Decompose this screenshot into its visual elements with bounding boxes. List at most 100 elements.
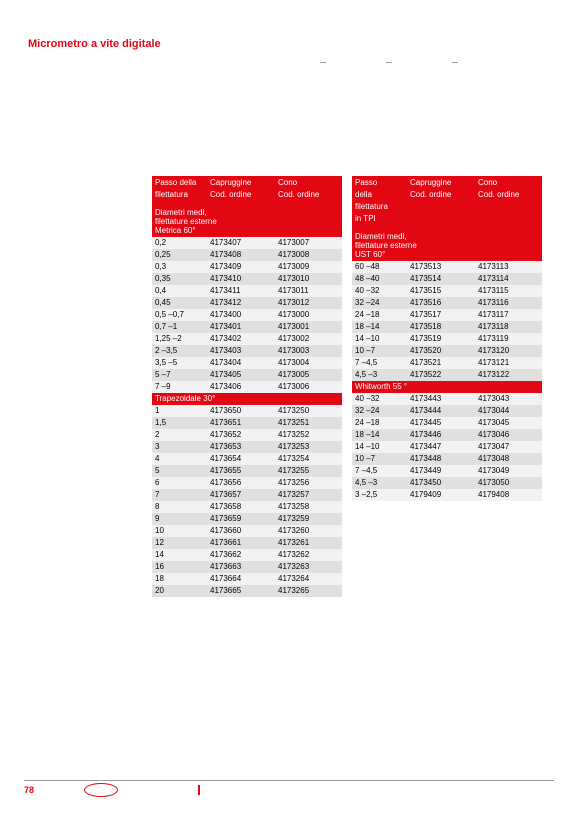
table-row: 4,5 –341734504173050	[352, 477, 542, 489]
table-row: 18 –1441734464173046	[352, 429, 542, 441]
table-cell: 1,5	[152, 417, 207, 429]
table-cell: 9	[152, 513, 207, 525]
table-row: 541736554173255	[152, 465, 342, 477]
table-cell: 4173008	[275, 249, 342, 261]
table-row: 3,5 –541734044173004	[152, 357, 342, 369]
table-cell: 5	[152, 465, 207, 477]
table-cell: 4173660	[207, 525, 275, 537]
table-cell: 4173659	[207, 513, 275, 525]
table-cell: 4173450	[407, 477, 475, 489]
table-row: 441736544173254	[152, 453, 342, 465]
table-row: 7 –4,541734494173049	[352, 465, 542, 477]
hdr-cono-r: Cono	[475, 176, 542, 188]
table-cell: 18 –14	[352, 429, 407, 441]
table-cell: 1,25 –2	[152, 333, 207, 345]
table-cell: 4,5 –3	[352, 369, 407, 381]
table-row: 0,4541734124173012	[152, 297, 342, 309]
left-table: Passo della Capruggine Cono filettatura …	[152, 176, 342, 597]
table-row: 941736594173259	[152, 513, 342, 525]
table-cell: 4173121	[475, 357, 542, 369]
table-cell: 6	[152, 477, 207, 489]
table-row: 1,25 –241734024173002	[152, 333, 342, 345]
table-row: 1041736604173260	[152, 525, 342, 537]
table-cell: 4173006	[275, 381, 342, 393]
table-cell: 4173004	[275, 357, 342, 369]
table-cell: 4173403	[207, 345, 275, 357]
table-row: 0,441734114173011	[152, 285, 342, 297]
table-cell: 4173513	[407, 261, 475, 273]
table-cell: 4173119	[475, 333, 542, 345]
table-cell: 4173049	[475, 465, 542, 477]
table-cell: 4173043	[475, 393, 542, 405]
table-row: 341736534173253	[152, 441, 342, 453]
table-cell: 24 –18	[352, 417, 407, 429]
page-footer: 78	[24, 780, 554, 798]
right-rows-2: 40 –324173443417304332 –2441734444173044…	[352, 393, 542, 501]
hdr-tpi: in TPI	[352, 212, 407, 224]
table-cell: 4173445	[407, 417, 475, 429]
table-cell: 4173010	[275, 273, 342, 285]
table-cell: 4173519	[407, 333, 475, 345]
table-cell: 4173260	[275, 525, 342, 537]
right-rows-1: 60 –484173513417311348 –4041735144173114…	[352, 261, 542, 381]
table-row: 1241736614173261	[152, 537, 342, 549]
table-cell: 4173118	[475, 321, 542, 333]
table-cell: 4173048	[475, 453, 542, 465]
table-cell: 4173406	[207, 381, 275, 393]
table-cell: 7 –4,5	[352, 357, 407, 369]
table-row: 2041736654173265	[152, 585, 342, 597]
table-cell: 4173657	[207, 489, 275, 501]
table-cell: 4173408	[207, 249, 275, 261]
table-cell: 8	[152, 501, 207, 513]
table-row: 1441736624173262	[152, 549, 342, 561]
table-row: 48 –4041735144173114	[352, 273, 542, 285]
table-cell: 3	[152, 441, 207, 453]
page-title: Micrometro a vite digitale	[28, 38, 161, 50]
table-cell: 4173114	[475, 273, 542, 285]
table-cell: 4173409	[207, 261, 275, 273]
table-cell: 4173001	[275, 321, 342, 333]
table-row: 0,5 –0,741734004173000	[152, 309, 342, 321]
table-cell: 3,5 –5	[152, 357, 207, 369]
table-cell: 32 –24	[352, 405, 407, 417]
table-row: 641736564173256	[152, 477, 342, 489]
table-cell: 4173514	[407, 273, 475, 285]
right-table: Passo Capruggine Cono della Cod. ordine …	[352, 176, 542, 501]
table-cell: 4173665	[207, 585, 275, 597]
table-cell: 4173448	[407, 453, 475, 465]
hdr-filettatura: filettatura	[152, 188, 207, 200]
table-cell: 32 –24	[352, 297, 407, 309]
footer-oval-icon	[84, 783, 118, 797]
table-row: 24 –1841735174173117	[352, 309, 542, 321]
table-row: 0,2541734084173008	[152, 249, 342, 261]
table-cell: 4173113	[475, 261, 542, 273]
table-cell: 4173259	[275, 513, 342, 525]
table-cell: 0,45	[152, 297, 207, 309]
table-cell: 4173050	[475, 477, 542, 489]
table-cell: 14 –10	[352, 333, 407, 345]
table-cell: 4173444	[407, 405, 475, 417]
table-cell: 4173400	[207, 309, 275, 321]
table-cell: 18	[152, 573, 207, 585]
table-cell: 4	[152, 453, 207, 465]
table-cell: 12	[152, 537, 207, 549]
table-row: 0,3541734104173010	[152, 273, 342, 285]
table-cell: 60 –48	[352, 261, 407, 273]
table-cell: 4173446	[407, 429, 475, 441]
table-cell: 4173654	[207, 453, 275, 465]
table-cell: 4173012	[275, 297, 342, 309]
table-row: 241736524173252	[152, 429, 342, 441]
table-cell: 4173650	[207, 405, 275, 417]
table-row: 24 –1841734454173045	[352, 417, 542, 429]
table-cell: 4173411	[207, 285, 275, 297]
section-ust: Diametri medi, filettature esterne UST 6…	[352, 224, 542, 261]
table-cell: 4173410	[207, 273, 275, 285]
top-label-3: —	[452, 60, 458, 66]
table-cell: 4173122	[475, 369, 542, 381]
table-cell: 4173005	[275, 369, 342, 381]
table-cell: 4173662	[207, 549, 275, 561]
hdr-cono: Cono	[275, 176, 342, 188]
section-metrica: Diametri medi, filettature esterne Metri…	[152, 200, 342, 237]
table-row: 0,341734094173009	[152, 261, 342, 273]
table-row: 32 –2441735164173116	[352, 297, 542, 309]
